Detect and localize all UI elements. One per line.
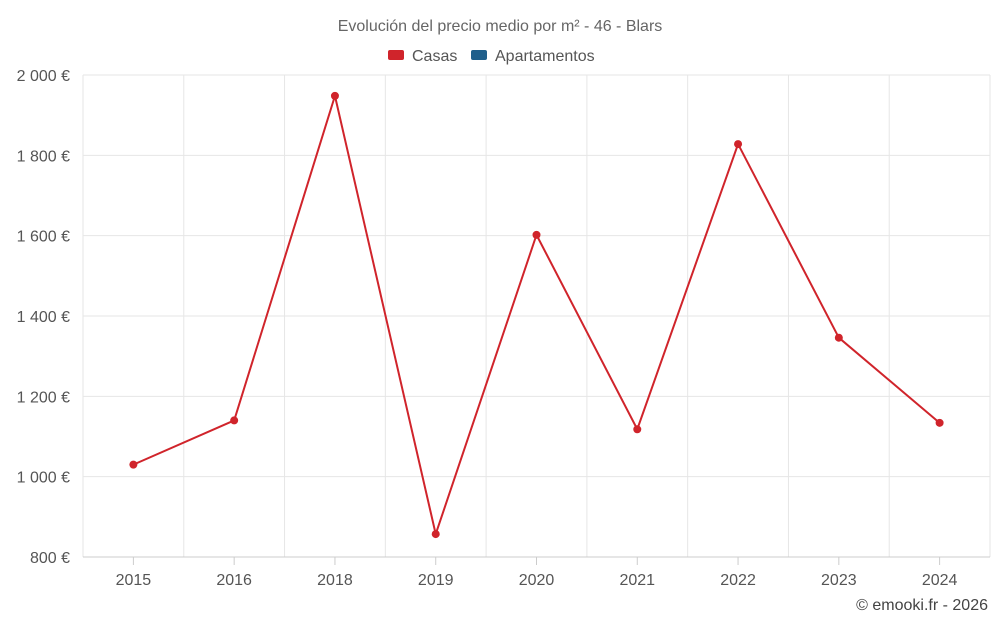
credit-text: © emooki.fr - 2026 [856,597,988,614]
legend-item-casas[interactable]: Casas [388,48,457,65]
x-tick-label: 2021 [619,572,655,589]
x-tick-label: 2020 [519,572,555,589]
legend-item-apartamentos[interactable]: Apartamentos [471,48,595,65]
x-tick-label: 2018 [317,572,353,589]
series-line-casas [132,94,941,536]
gridlines [82,74,991,557]
data-point[interactable] [129,460,138,469]
x-axis-ticks: 2015 2016 2018 2019 2020 2021 2022 2023 2024 [116,557,958,589]
data-point[interactable] [935,418,944,427]
y-axis-ticks: 800 € 1 000 € 1 200 € 1 400 € 1 600 € 1 800 €… [17,68,70,567]
x-tick-label: 2024 [922,572,958,589]
y-tick-label: 1 600 € [17,229,70,246]
y-tick-label: 1 200 € [17,389,70,406]
chart-title: Evolución del precio medio por m² - 46 -… [338,18,663,35]
legend-swatch-apartamentos [471,50,487,60]
series-casas [129,91,944,539]
y-tick-label: 1 800 € [17,148,70,165]
legend-label-apartamentos: Apartamentos [495,48,595,65]
y-tick-label: 2 000 € [17,68,70,85]
data-point[interactable] [734,140,743,149]
x-tick-label: 2016 [216,572,252,589]
legend-label-casas: Casas [412,48,457,65]
data-point[interactable] [633,425,642,434]
data-point[interactable] [532,230,541,239]
x-tick-label: 2015 [116,572,152,589]
data-point[interactable] [230,416,239,425]
x-tick-label: 2019 [418,572,454,589]
data-point[interactable] [431,530,440,539]
data-point[interactable] [834,333,843,342]
data-point[interactable] [330,91,339,100]
x-tick-label: 2023 [821,572,857,589]
x-tick-label: 2022 [720,572,756,589]
y-tick-label: 1 400 € [17,309,70,326]
legend: Casas Apartamentos [388,48,595,65]
y-tick-label: 800 € [30,550,70,567]
y-tick-label: 1 000 € [17,470,70,487]
legend-swatch-casas [388,50,404,60]
